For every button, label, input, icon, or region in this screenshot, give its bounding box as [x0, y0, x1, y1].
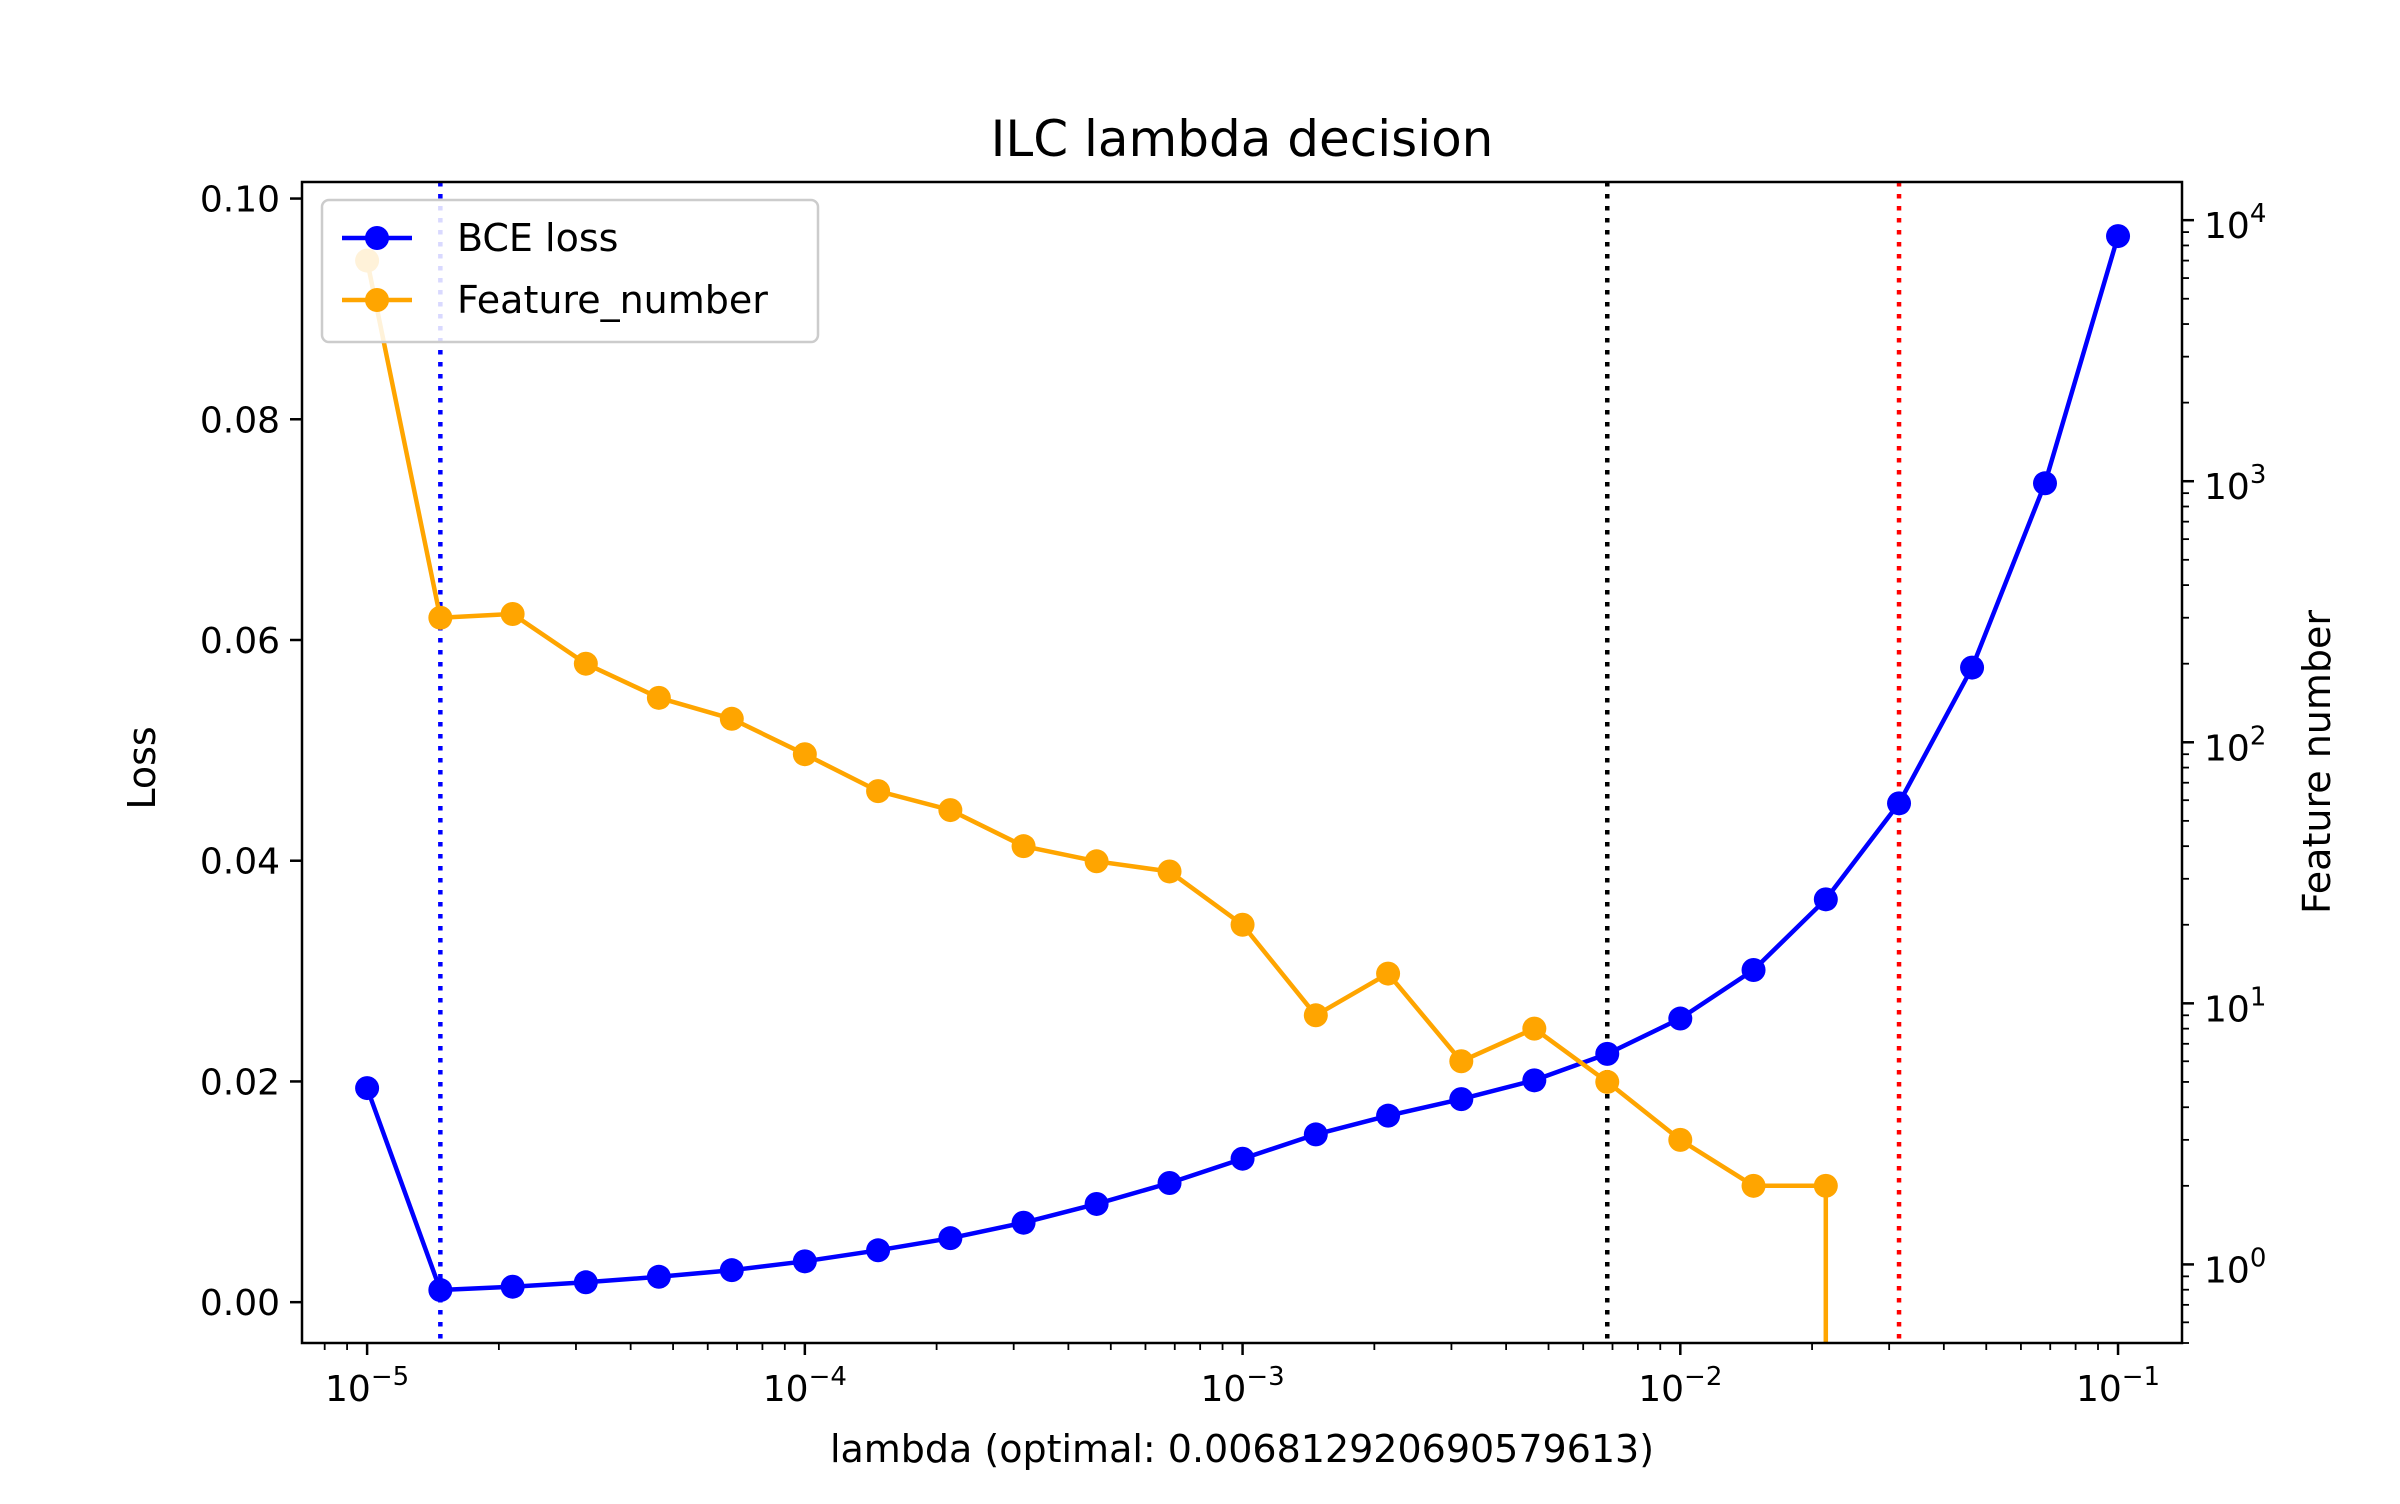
series-1-point-1 [428, 605, 453, 630]
y-axis-title: Loss [120, 726, 164, 809]
series-0-point-4 [646, 1264, 671, 1289]
series-1-point-20 [1813, 1173, 1838, 1198]
series-line-1 [364, 260, 1829, 1343]
x-tick-label-1-base: 10 [763, 1369, 809, 1410]
y2-tick-label-2: 102 [2204, 721, 2266, 769]
series-0-point-9 [1011, 1210, 1036, 1235]
series-1-point-4 [646, 685, 671, 710]
y2-tick-label-1-base: 10 [2204, 989, 2250, 1030]
y2-tick-label-2-base: 10 [2204, 728, 2250, 769]
series-1-point-9 [1011, 834, 1036, 859]
series-0-point-18 [1668, 1006, 1693, 1031]
series-0-point-3 [573, 1270, 598, 1295]
x-tick-label-0-exponent: −5 [371, 1362, 409, 1392]
series-0-point-17 [1595, 1041, 1620, 1066]
series-1-point-5 [719, 706, 744, 731]
series-0-point-5 [719, 1258, 744, 1283]
x-tick-label-4: 10−1 [2076, 1362, 2160, 1410]
series-0-point-23 [2032, 471, 2057, 496]
series-0-point-12 [1230, 1146, 1255, 1171]
series-0-point-13 [1303, 1122, 1328, 1147]
y2-tick-label-0-base: 10 [2204, 1250, 2250, 1291]
y-tick-label-0: 0.00 [200, 1283, 280, 1324]
x-tick-label-1-exponent: −4 [809, 1362, 847, 1392]
series-1-point-2 [500, 602, 525, 627]
chart-title: ILC lambda decision [991, 110, 1494, 168]
y2-tick-label-4: 104 [2204, 199, 2266, 247]
y2-tick-label-0: 100 [2204, 1243, 2266, 1291]
series-0-point-22 [1960, 655, 1985, 680]
series-1-point-12 [1230, 912, 1255, 937]
series-0-point-7 [866, 1238, 891, 1263]
x-tick-label-3-base: 10 [1638, 1369, 1684, 1410]
series-0-point-20 [1813, 887, 1838, 912]
y-tick-label-2: 0.04 [200, 842, 280, 883]
series-1-point-19 [1741, 1173, 1766, 1198]
legend-label-0: BCE loss [457, 216, 618, 260]
series-0-point-0 [355, 1076, 380, 1101]
series-1-point-15 [1449, 1049, 1474, 1074]
legend-label-1: Feature_number [457, 278, 768, 322]
x-tick-label-2-base: 10 [1201, 1369, 1247, 1410]
y2-tick-label-3-exponent: 3 [2250, 460, 2267, 490]
series-1-point-3 [573, 651, 598, 676]
tick-marks: 10−5 10−4 10−3 10−2 10−10.000.020.040.060.08… [200, 180, 2267, 1410]
data-series [355, 224, 2131, 1343]
y2-tick-label-3-base: 10 [2204, 467, 2250, 508]
series-0-point-2 [500, 1274, 525, 1299]
x-tick-label-3: 10−2 [1638, 1362, 1722, 1410]
series-0-point-16 [1522, 1068, 1547, 1093]
series-1-point-11 [1157, 859, 1182, 884]
series-1-point-17 [1595, 1069, 1620, 1094]
y-tick-label-4: 0.08 [200, 400, 280, 441]
legend-box [320, 198, 820, 344]
series-1-point-7 [866, 779, 891, 804]
y-tick-label-1: 0.02 [200, 1062, 280, 1103]
x-tick-label-0: 10−5 [325, 1362, 409, 1410]
series-0-point-6 [792, 1249, 817, 1274]
series-0-point-10 [1084, 1191, 1109, 1216]
series-0-point-8 [938, 1226, 963, 1251]
series-0-point-24 [2106, 224, 2131, 249]
y2-tick-label-1: 101 [2204, 982, 2266, 1030]
y2-tick-label-3: 103 [2204, 460, 2266, 508]
series-1-point-14 [1376, 961, 1401, 986]
vertical-reference-lines [438, 182, 1902, 1343]
y-tick-label-5: 0.10 [200, 180, 280, 221]
series-0-point-19 [1741, 957, 1766, 982]
series-0-point-11 [1157, 1170, 1182, 1195]
series-1-point-16 [1522, 1016, 1547, 1041]
y-tick-label-3: 0.06 [200, 621, 280, 662]
x-tick-label-4-base: 10 [2076, 1369, 2122, 1410]
series-0-point-1 [428, 1278, 453, 1303]
legend-marker-1 [365, 288, 389, 312]
x-tick-label-4-exponent: −1 [2122, 1362, 2160, 1392]
series-0-point-15 [1449, 1087, 1474, 1112]
legend: BCE loss Feature_number [320, 198, 820, 344]
y2-tick-label-0-exponent: 0 [2250, 1243, 2267, 1273]
series-1-point-6 [792, 742, 817, 767]
x-tick-label-2-exponent: −3 [1246, 1362, 1284, 1392]
series-1-point-10 [1084, 849, 1109, 874]
x-tick-label-1: 10−4 [763, 1362, 847, 1410]
series-1-point-18 [1668, 1127, 1693, 1152]
series-0-point-21 [1887, 791, 1912, 816]
y2-tick-label-2-exponent: 2 [2250, 721, 2267, 751]
y2-tick-label-4-base: 10 [2204, 206, 2250, 247]
series-1-point-13 [1303, 1003, 1328, 1028]
y2-tick-label-1-exponent: 1 [2250, 982, 2267, 1012]
x-tick-label-0-base: 10 [325, 1369, 371, 1410]
x-tick-label-2: 10−3 [1201, 1362, 1285, 1410]
x-axis-title: lambda (optimal: 0.006812920690579613) [830, 1427, 1654, 1471]
x-tick-label-3-exponent: −2 [1684, 1362, 1722, 1392]
series-1-point-8 [938, 798, 963, 823]
series-0-point-14 [1376, 1103, 1401, 1128]
y2-tick-label-4-exponent: 4 [2250, 199, 2267, 229]
y2-axis-title: Feature number [2295, 610, 2339, 914]
legend-marker-0 [365, 226, 389, 250]
